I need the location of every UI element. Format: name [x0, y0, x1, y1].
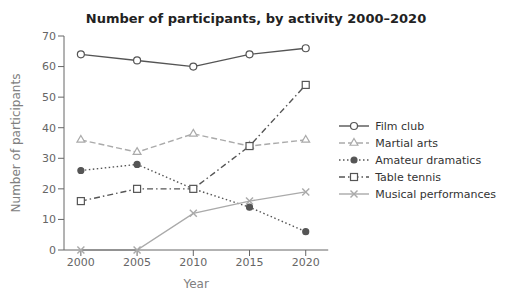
svg-text:2000: 2000: [67, 256, 95, 269]
svg-text:2020: 2020: [292, 256, 320, 269]
svg-text:2005: 2005: [123, 256, 151, 269]
svg-text:Year: Year: [182, 277, 208, 291]
svg-text:2010: 2010: [179, 256, 207, 269]
svg-text:0: 0: [49, 244, 56, 257]
html-text:Table tennis: Table tennis: [375, 170, 441, 184]
svg-text:50: 50: [42, 91, 56, 104]
html-text:Musical performances: Musical performances: [375, 187, 496, 201]
svg-text:10: 10: [42, 213, 56, 226]
svg-text:70: 70: [42, 30, 56, 43]
svg-text:20: 20: [42, 183, 56, 196]
html-text:Number of participants, by act: Number of participants, by activity 2000…: [85, 11, 427, 26]
html-text:Amateur dramatics: Amateur dramatics: [375, 153, 482, 167]
html-text:Film club: Film club: [375, 119, 425, 133]
svg-text:60: 60: [42, 60, 56, 73]
svg-text:30: 30: [42, 152, 56, 165]
html-text:Martial arts: Martial arts: [375, 136, 438, 150]
svg-text:Number of participants: Number of participants: [9, 74, 23, 213]
svg-text:40: 40: [42, 122, 56, 135]
svg-text:2015: 2015: [236, 256, 264, 269]
